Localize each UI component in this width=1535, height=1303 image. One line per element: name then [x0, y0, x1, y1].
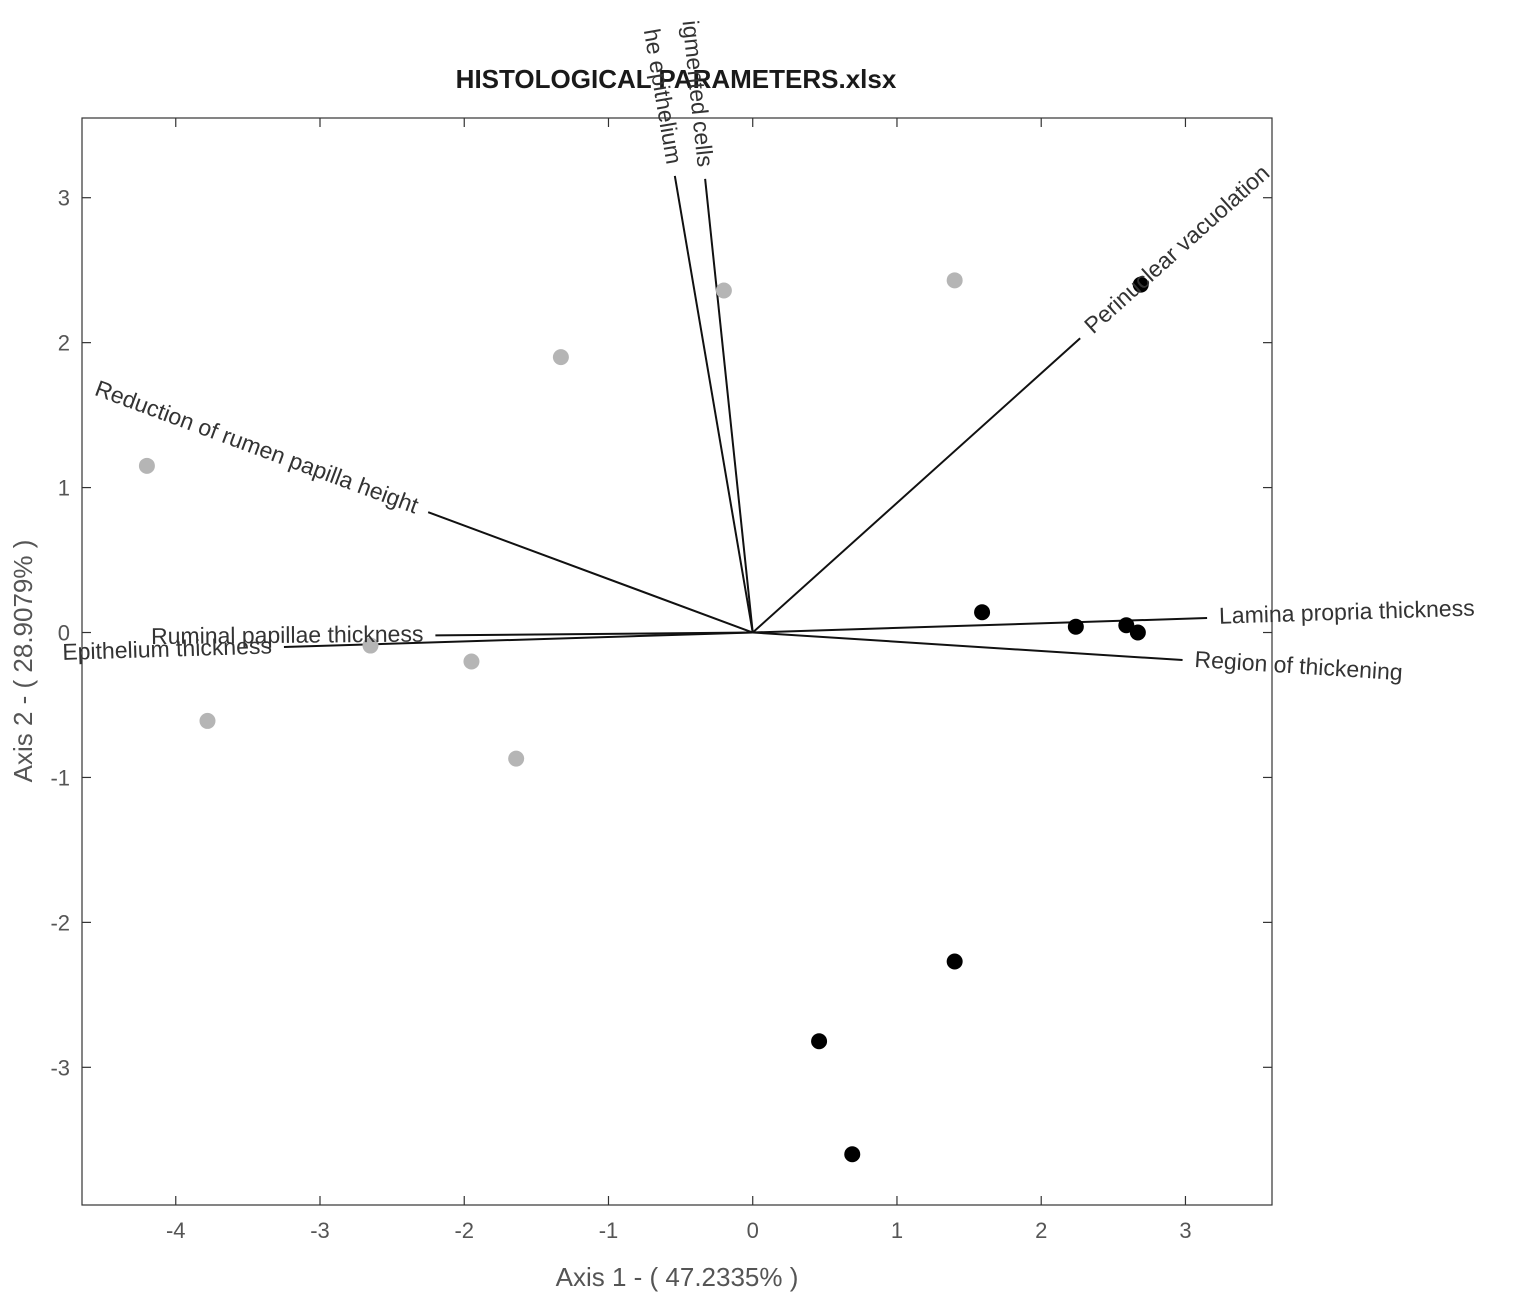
- y-axis-title: Axis 2 - ( 28.9079% ): [8, 540, 38, 783]
- x-tick-label: 2: [1035, 1218, 1047, 1243]
- score-point-black: [1118, 617, 1135, 634]
- score-point-gray: [946, 272, 963, 289]
- loading-vector: [427, 511, 754, 634]
- vector-label: Perinuclear vacuolation: [1079, 159, 1274, 338]
- loading-vector: [435, 631, 753, 637]
- y-tick-label: -3: [50, 1055, 70, 1080]
- score-point-black: [811, 1033, 828, 1050]
- vector-label: Epithelium thickness: [62, 632, 272, 664]
- x-tick-label: 0: [747, 1218, 759, 1243]
- y-tick-label: 0: [58, 621, 70, 646]
- loading-vectors: [283, 175, 1208, 662]
- vector-label: Region of thickening: [1194, 646, 1404, 685]
- score-point-black: [1132, 276, 1149, 293]
- score-point-black: [1067, 618, 1084, 635]
- score-point-gray: [138, 457, 155, 474]
- chart-title: HISTOLOGICAL PARAMETERS.xlsx: [456, 64, 897, 94]
- x-tick-label: -4: [166, 1218, 186, 1243]
- axis-ticks: -4 -3 -2 -1 0 1 2 3 -3 -2 -1 0 1 2 3: [50, 118, 1272, 1243]
- vector-label: Reduction of rumen papilla height: [92, 375, 423, 519]
- vector-label: Ruminal papillae thickness: [151, 621, 424, 649]
- vector-label: Lamina propria thickness: [1219, 595, 1475, 629]
- x-tick-label: -3: [310, 1218, 330, 1243]
- plot-frame: [81, 117, 1273, 1206]
- loading-vector: [752, 631, 1183, 662]
- score-point-gray: [362, 637, 379, 654]
- loading-vector: [283, 631, 753, 649]
- score-point-gray: [463, 653, 480, 670]
- x-axis-title: Axis 1 - ( 47.2335% ): [556, 1262, 799, 1292]
- score-point-gray: [508, 750, 525, 767]
- score-point-gray: [715, 282, 732, 299]
- score-point-gray: [552, 349, 569, 366]
- score-point-black: [844, 1146, 861, 1163]
- x-tick-label: 1: [891, 1218, 903, 1243]
- x-tick-label: -2: [454, 1218, 474, 1243]
- y-tick-label: 3: [58, 186, 70, 211]
- x-tick-label: 3: [1179, 1218, 1191, 1243]
- vector-label: he epithelium: [639, 27, 688, 166]
- loading-vector: [752, 337, 1081, 634]
- score-point-gray: [199, 712, 216, 729]
- y-tick-label: -2: [50, 910, 70, 935]
- loading-vector: [673, 175, 754, 633]
- score-point-black: [1129, 624, 1146, 641]
- y-tick-label: 1: [58, 476, 70, 501]
- score-point-black: [946, 953, 963, 970]
- x-tick-label: -1: [599, 1218, 619, 1243]
- y-tick-label: 2: [58, 331, 70, 356]
- score-point-black: [974, 604, 991, 621]
- y-tick-label: -1: [50, 765, 70, 790]
- vector-labels: Reduction of rumen papilla height Epithel…: [62, 19, 1475, 685]
- loading-vector: [704, 178, 754, 633]
- score-points: [138, 272, 1149, 1163]
